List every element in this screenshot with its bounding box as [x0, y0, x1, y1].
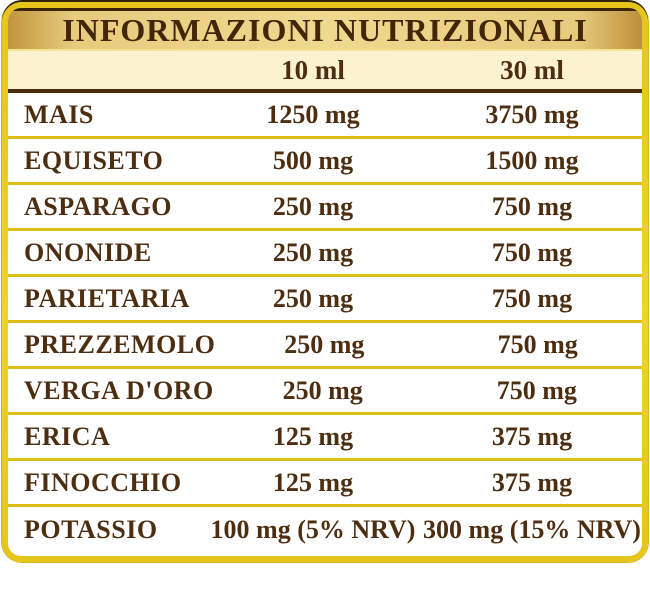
table-row: ERICA 125 mg 375 mg — [8, 415, 642, 461]
value-30ml: 3750 mg — [485, 99, 579, 129]
value-10ml: 500 mg — [272, 145, 354, 175]
column-header-row: 10 ml 30 ml — [8, 51, 642, 93]
value-10ml: 250 mg — [272, 237, 354, 267]
table-row: ONONIDE 250 mg 750 mg — [8, 231, 642, 277]
table-row: ASPARAGO 250 mg 750 mg — [8, 185, 642, 231]
value-30ml: 750 mg — [491, 237, 573, 267]
table-row: FINOCCHIO 125 mg 375 mg — [8, 461, 642, 507]
value-10ml: 125 mg — [272, 421, 354, 451]
table-row: PARIETARIA 250 mg 750 mg — [8, 277, 642, 323]
table-row: PREZZEMOLO 250 mg 750 mg — [8, 323, 642, 369]
ingredient-label: POTASSIO — [24, 515, 158, 544]
table-row: MAIS 1250 mg 3750 mg — [8, 93, 642, 139]
value-30ml: 375 mg — [491, 421, 573, 451]
table-rows: MAIS 1250 mg 3750 mg EQUISETO 500 mg 150… — [8, 93, 642, 553]
nutrition-table: INFORMAZIONI NUTRIZIONALI 10 ml 30 ml MA… — [8, 8, 642, 556]
value-10ml: 125 mg — [272, 467, 354, 497]
ingredient-label: PARIETARIA — [24, 283, 190, 313]
ingredient-label: PREZZEMOLO — [24, 329, 216, 359]
value-30ml: 375 mg — [491, 467, 573, 497]
table-row: VERGA D'ORO 250 mg 750 mg — [8, 369, 642, 415]
top-dark-rule — [8, 8, 642, 11]
band-highlight-rule — [8, 49, 642, 51]
ingredient-label: VERGA D'ORO — [24, 375, 214, 405]
nutrition-table-frame: INFORMAZIONI NUTRIZIONALI 10 ml 30 ml MA… — [2, 2, 648, 562]
column-header-30ml: 30 ml — [500, 54, 564, 85]
column-header-10ml: 10 ml — [281, 54, 345, 85]
ingredient-label: ASPARAGO — [24, 191, 172, 221]
value-10ml: 250 mg — [272, 191, 354, 221]
value-30ml: 1500 mg — [485, 145, 579, 175]
table-title-band: INFORMAZIONI NUTRIZIONALI — [8, 11, 642, 49]
ingredient-label: ERICA — [24, 421, 111, 451]
ingredient-label: FINOCCHIO — [24, 467, 182, 497]
ingredient-label: MAIS — [24, 99, 94, 129]
value-10ml: 250 mg — [272, 283, 354, 313]
value-30ml: 300 mg (15% NRV) — [423, 515, 641, 544]
value-30ml: 750 mg — [491, 191, 573, 221]
table-row: POTASSIO 100 mg (5% NRV) 300 mg (15% NRV… — [8, 507, 642, 553]
value-30ml: 750 mg — [497, 329, 578, 359]
value-10ml: 1250 mg — [266, 99, 360, 129]
value-10ml: 250 mg — [282, 375, 363, 405]
ingredient-label: EQUISETO — [24, 145, 164, 175]
table-title: INFORMAZIONI NUTRIZIONALI — [62, 12, 588, 48]
ingredient-label: ONONIDE — [24, 237, 152, 267]
value-10ml: 250 mg — [284, 329, 365, 359]
value-10ml: 100 mg (5% NRV) — [210, 515, 416, 544]
value-30ml: 750 mg — [491, 283, 573, 313]
value-30ml: 750 mg — [496, 375, 577, 405]
table-row: EQUISETO 500 mg 1500 mg — [8, 139, 642, 185]
